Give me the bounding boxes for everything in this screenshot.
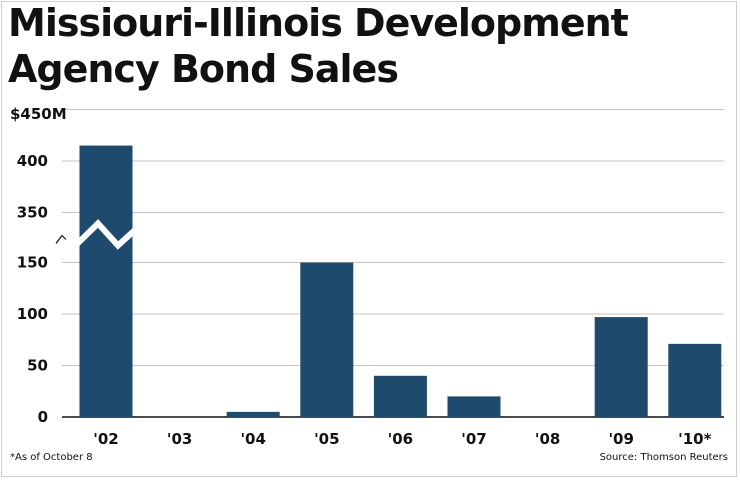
axis-break — [55, 219, 138, 250]
x-category-label: '07 — [461, 430, 486, 448]
y-tick-label: 50 — [27, 357, 48, 375]
y-tick-label: 100 — [17, 305, 48, 323]
bars — [79, 145, 722, 418]
x-category-label: '06 — [388, 430, 413, 448]
y-tick-label: 350 — [17, 204, 48, 222]
x-category-label: '03 — [167, 430, 192, 448]
chart-title: Missiouri-Illinois Development Agency Bo… — [8, 1, 629, 91]
x-category-label: '10* — [678, 430, 711, 448]
x-category-label: '08 — [535, 430, 560, 448]
bar — [79, 145, 133, 418]
bar — [226, 411, 280, 417]
axis-break-marker — [55, 234, 67, 244]
y-tick-labels: 0 50 100 150 350 400 — [17, 152, 48, 426]
x-category-label: '09 — [608, 430, 633, 448]
bar — [373, 375, 427, 417]
footnote: *As of October 8 — [10, 452, 93, 463]
x-category-labels: '02 '03 '04 '05 '06 '07 '08 '09 '10* — [93, 430, 711, 448]
y-tick-label: 0 — [38, 408, 48, 426]
bar — [300, 262, 354, 417]
source-credit: Source: Thomson Reuters — [599, 452, 728, 463]
x-category-label: '04 — [240, 430, 265, 448]
x-category-label: '02 — [93, 430, 118, 448]
axis-break-zigzag — [73, 219, 138, 250]
bar — [447, 396, 501, 417]
bar — [668, 343, 722, 417]
y-tick-label: 400 — [17, 152, 48, 170]
y-tick-label: 150 — [17, 254, 48, 272]
x-category-label: '05 — [314, 430, 339, 448]
y-axis-top-label: $450M — [10, 105, 67, 123]
bar — [594, 317, 648, 417]
